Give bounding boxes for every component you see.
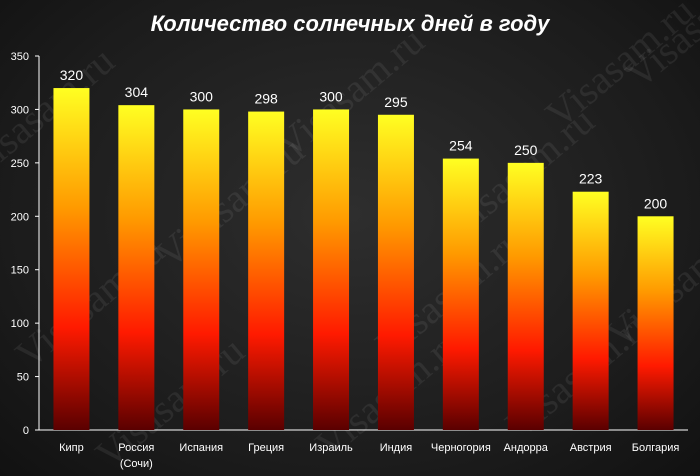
category-label: Россия (Сочи) [118,442,154,470]
category-label: Израиль [309,442,353,454]
category-label: Андорра [504,442,549,454]
y-tick-label: 50 [17,372,29,384]
bars-group: 320 304 300 298 300 295 254 250 223 200 [53,67,674,431]
bar [313,109,350,430]
y-tick-label: 300 [11,104,29,116]
bar [53,88,90,431]
y-axis-ticks: 0 50 100 150 200 250 300 350 [11,51,39,437]
category-label: Греция [248,442,284,454]
y-tick-label: 100 [11,318,29,330]
chart-title: Количество солнечных дней в году [151,11,552,36]
category-labels: Кипр Россия (Сочи) Испания Греция Израиль Инди… [59,442,679,470]
y-tick-label: 250 [11,158,29,170]
category-label: Черногория [431,442,491,454]
bar-value-label: 295 [384,94,408,110]
bar-value-label: 298 [254,91,278,107]
bar-value-label: 250 [514,142,538,158]
bar-value-label: 200 [644,195,668,211]
y-tick-label: 0 [23,425,29,437]
bar-value-label: 300 [319,88,343,104]
category-label: Индия [380,442,413,454]
category-label: Болгария [632,442,680,454]
watermark-text: Visasam.ru [87,328,253,476]
bar-value-label: 304 [125,84,149,100]
bar [442,158,479,430]
bar [572,191,609,430]
category-label: Австрия [570,442,612,454]
y-tick-label: 150 [11,265,29,277]
bar [248,111,285,431]
bar-value-label: 320 [60,67,84,83]
bar-value-label: 254 [449,138,473,154]
bar-value-label: 223 [579,171,603,187]
y-tick-label: 350 [11,51,29,63]
category-label: Испания [179,442,223,454]
bar [637,216,674,430]
bar [377,114,414,431]
y-tick-label: 200 [11,211,29,223]
bar [118,105,155,430]
bar [183,109,220,430]
category-label: Кипр [59,442,84,454]
bar [507,162,544,430]
bar-value-label: 300 [190,88,214,104]
